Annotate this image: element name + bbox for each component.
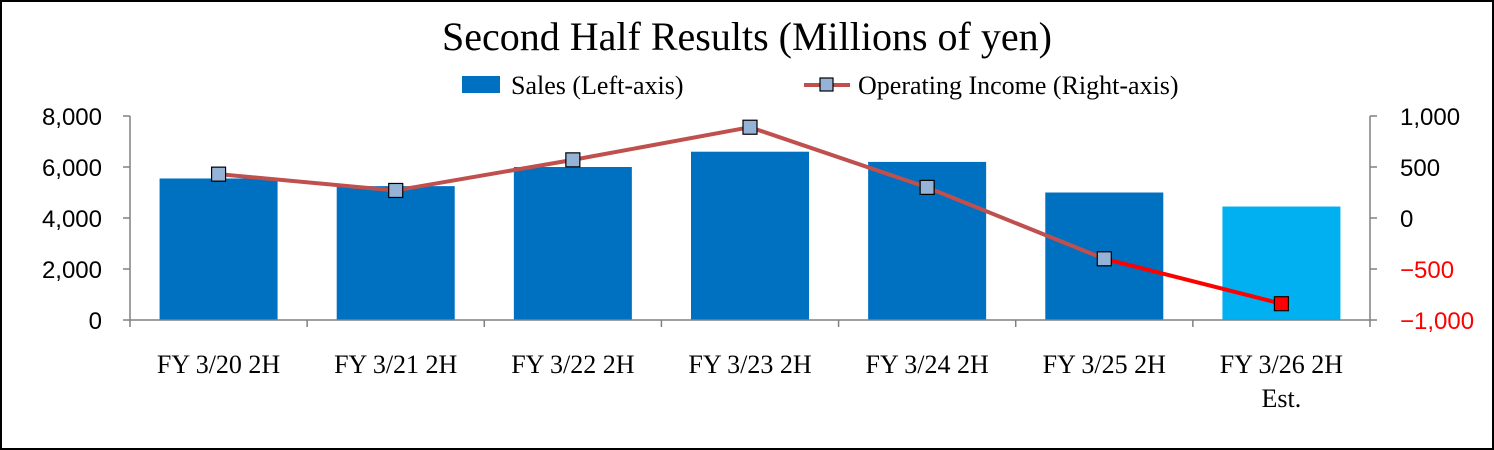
income-line-segment xyxy=(216,172,398,193)
legend-sales-swatch xyxy=(462,76,500,93)
left-axis-tick-label: 8,000 xyxy=(42,104,102,131)
x-axis-tick-label: FY 3/20 2H xyxy=(157,350,280,379)
chart-title: Second Half Results (Millions of yen) xyxy=(442,14,1052,59)
income-point xyxy=(919,179,935,195)
right-axis-tick-label: −500 xyxy=(1400,257,1454,284)
legend-sales-label: Sales (Left-axis) xyxy=(511,71,684,100)
income-point xyxy=(210,166,227,182)
x-axis-tick-label: FY 3/22 2H xyxy=(511,350,634,379)
income-line-segment xyxy=(393,157,575,193)
sales-bar xyxy=(159,178,278,320)
income-line-segment xyxy=(925,185,1107,261)
x-axis-tick-label: FY 3/25 2H xyxy=(1043,350,1166,379)
income-point xyxy=(388,182,404,199)
right-axis-tick-label: 1,000 xyxy=(1400,104,1460,131)
left-axis-tick-label: 0 xyxy=(89,308,102,335)
legend-income-marker xyxy=(819,77,834,92)
income-line-segment xyxy=(748,125,930,190)
x-axis-tick-label: FY 3/23 2H xyxy=(688,350,811,379)
income-line-segment xyxy=(570,125,752,162)
x-axis-tick-label: FY 3/26 2H xyxy=(1220,350,1343,379)
income-point xyxy=(565,152,581,168)
right-axis-tick-label: 0 xyxy=(1400,206,1413,233)
left-axis-tick-label: 2,000 xyxy=(42,257,102,284)
left-axis-tick-label: 6,000 xyxy=(42,155,102,182)
income-point xyxy=(1096,251,1112,267)
income-point xyxy=(742,119,758,135)
right-axis-tick-label: −1,000 xyxy=(1400,308,1474,335)
income-line-segment xyxy=(1102,256,1284,306)
sales-bar xyxy=(336,186,455,320)
right-axis-tick-label: 500 xyxy=(1400,155,1440,182)
sales-bar xyxy=(513,167,632,320)
income-point xyxy=(1273,296,1290,312)
sales-bar xyxy=(691,151,809,320)
left-axis-tick-label: 4,000 xyxy=(42,206,102,233)
legend-income-label: Operating Income (Right-axis) xyxy=(858,71,1179,100)
x-axis-tick-label: FY 3/21 2H xyxy=(334,350,457,379)
x-axis-tick-label: FY 3/24 2H xyxy=(866,350,989,379)
x-axis-tick-label: Est. xyxy=(1262,384,1302,413)
